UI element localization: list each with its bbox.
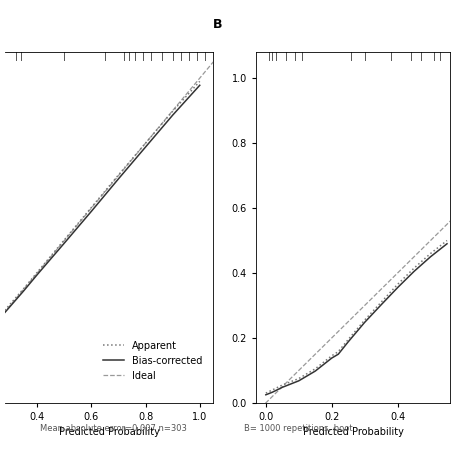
X-axis label: Predicted Probability: Predicted Probability [303,428,403,438]
Legend: Apparent, Bias-corrected, Ideal: Apparent, Bias-corrected, Ideal [103,341,202,381]
Text: Mean absolute error=0.007 n=303: Mean absolute error=0.007 n=303 [40,424,187,433]
Text: B: B [213,18,223,31]
X-axis label: Predicted Probability: Predicted Probability [59,428,159,438]
Text: B= 1000 repetitions, boot: B= 1000 repetitions, boot [244,424,353,433]
